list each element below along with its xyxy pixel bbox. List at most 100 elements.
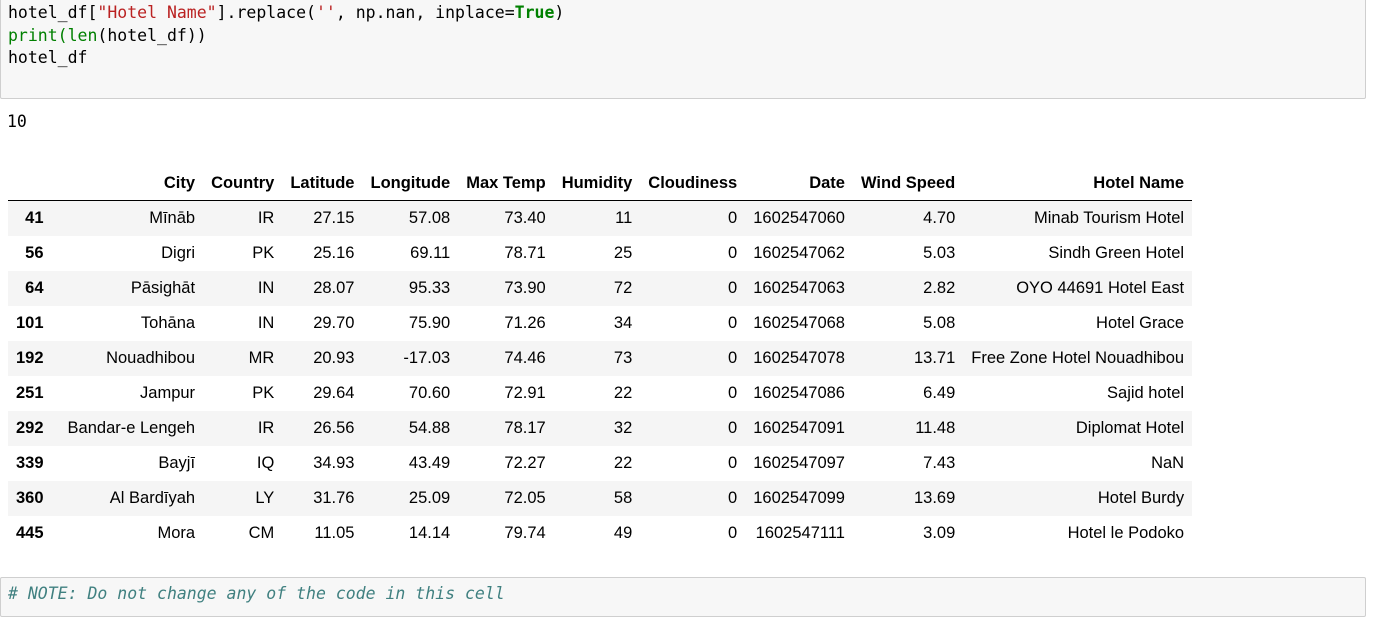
table-cell: 57.08 [408,209,451,227]
table-cell: 0 [728,279,738,297]
table-cell: IR [257,209,275,227]
table-header: City Country Latitude Longitude Max Temp Humi… [8,166,1193,201]
table-row: 339 Bayjī IQ 34.93 43.49 72.27 22 0 1602547097 7.… [8,446,1192,481]
table-cell: CM [248,524,275,542]
column-header: City [59,166,204,201]
table-cell: 74.46 [504,349,546,367]
table-cell: 73.90 [504,279,546,297]
table-cell: 0 [728,419,738,437]
table-cell: 1602547068 [753,314,845,332]
column-header: Country [203,166,283,201]
table-cell: 1602547097 [753,454,845,472]
table-row: 64 Pāsighāt IN 28.07 95.33 73.90 72 0 1602547063… [8,271,1193,306]
code-editor[interactable]: hotel_df["Hotel Name"].replace('', np.na… [8,2,564,70]
table-cell: 2.82 [923,279,956,297]
column-header: Cloudiness [640,166,746,201]
table-row: 360 Al Bardīyah LY 31.76 25.09 72.05 58 0 160254… [8,481,1193,516]
table-cell: 25.09 [408,489,451,507]
column-header: Wind Speed [852,166,964,201]
table-cell: 72.27 [504,454,546,472]
code-comment: # NOTE: Do not change any of the code in… [8,584,505,603]
table-cell: Al Bardīyah [109,489,196,507]
table-cell: 20.93 [313,349,355,367]
table-row: 251 Jampur PK 29.64 70.60 72.91 22 0 1602547086 6… [8,376,1192,411]
table-cell: 54.88 [408,419,451,437]
table-cell: Hotel Burdy [1097,489,1185,507]
table-row: 292 Bandar-e Lengeh IR 26.56 54.88 78.17 32 0 16… [8,411,1193,446]
table-row: 41 Mīnāb IR 27.15 57.08 73.40 11 0 1602547060 4.7… [8,200,1193,236]
table-cell: Sajid hotel [1107,384,1185,402]
table-cell: 11.48 [915,419,956,437]
column-header: Humidity [553,166,641,201]
table-cell: 4.70 [923,209,956,227]
table-cell: 0 [728,384,738,402]
code-line-2: print(len(hotel_df)) [8,25,207,45]
table-cell: 0 [728,209,738,227]
table-cell: 43.49 [408,454,451,472]
table-cell: 25.16 [313,244,355,262]
row-index: 64 [25,279,44,297]
table-cell: IR [257,419,275,437]
table-cell: Minab Tourism Hotel [1033,209,1185,227]
table-cell: 13.69 [913,489,956,507]
row-index: 101 [16,314,44,332]
table-cell: Pāsighāt [130,279,196,297]
table-cell: IN [257,279,275,297]
dataframe-table: City Country Latitude Longitude Max Temp Humi… [8,166,1193,551]
table-cell: 78.71 [504,244,546,262]
table-cell: 0 [728,489,738,507]
table-cell: Diplomat Hotel [1075,419,1185,437]
table-cell: 75.90 [408,314,451,332]
table-cell: 69.11 [410,244,451,262]
row-index: 192 [16,349,44,367]
table-cell: -17.03 [403,349,451,367]
table-row: 101 Tohāna IN 29.70 75.90 71.26 34 0 1602547068 5… [8,306,1192,341]
table-cell: 1602547111 [755,524,845,542]
row-index: 292 [16,419,44,437]
table-cell: 72.05 [504,489,546,507]
table-cell: Digri [161,244,196,262]
table-cell: PK [252,244,275,262]
table-cell: 13.71 [913,349,956,367]
row-index: 251 [16,384,44,402]
table-cell: 11 [615,209,633,227]
table-cell: 0 [728,314,738,332]
row-index: 445 [16,524,44,542]
table-cell: 70.60 [408,384,451,402]
table-cell: 1602547099 [753,489,845,507]
table-cell: 27.15 [313,209,355,227]
table-cell: Mīnāb [149,209,196,227]
table-cell: 72.91 [504,384,546,402]
table-cell: Mora [157,524,196,542]
header-row: City Country Latitude Longitude Max Temp Humi… [8,166,1193,201]
table-cell: 26.56 [313,419,355,437]
table-cell: 0 [728,524,738,542]
table-cell: 58 [613,489,633,507]
table-cell: Free Zone Hotel Nouadhibou [971,349,1185,367]
table-row: 445 Mora CM 11.05 14.14 79.74 49 0 1602547111 3.0… [8,516,1192,551]
row-index: 41 [25,209,44,227]
table-cell: IQ [256,454,275,472]
table-cell: 5.08 [923,314,956,332]
table-cell: 1602547063 [753,279,845,297]
table-cell: Bandar-e Lengeh [67,419,196,437]
table-cell: 6.49 [923,384,956,402]
column-header: Latitude [282,166,363,201]
table-cell: 14.14 [408,524,451,542]
table-cell: 1602547091 [753,419,845,437]
table-cell: 79.74 [504,524,546,542]
table-cell: 71.26 [504,314,546,332]
table-cell: IN [257,314,275,332]
table-row: 56 Digri PK 25.16 69.11 78.71 25 0 1602547062 5.0… [8,236,1192,271]
table-cell: 25 [613,244,633,262]
table-cell: 1602547078 [753,349,845,367]
next-code-cell[interactable]: # NOTE: Do not change any of the code in… [0,577,1366,617]
code-cell[interactable]: hotel_df["Hotel Name"].replace('', np.na… [0,0,1366,99]
column-header: Max Temp [458,166,554,201]
table-cell: 32 [613,419,633,437]
table-cell: Tohāna [140,314,196,332]
table-cell: 29.70 [313,314,355,332]
table-cell: 7.43 [923,454,956,472]
column-header [8,166,60,201]
table-cell: 11.05 [314,524,355,542]
